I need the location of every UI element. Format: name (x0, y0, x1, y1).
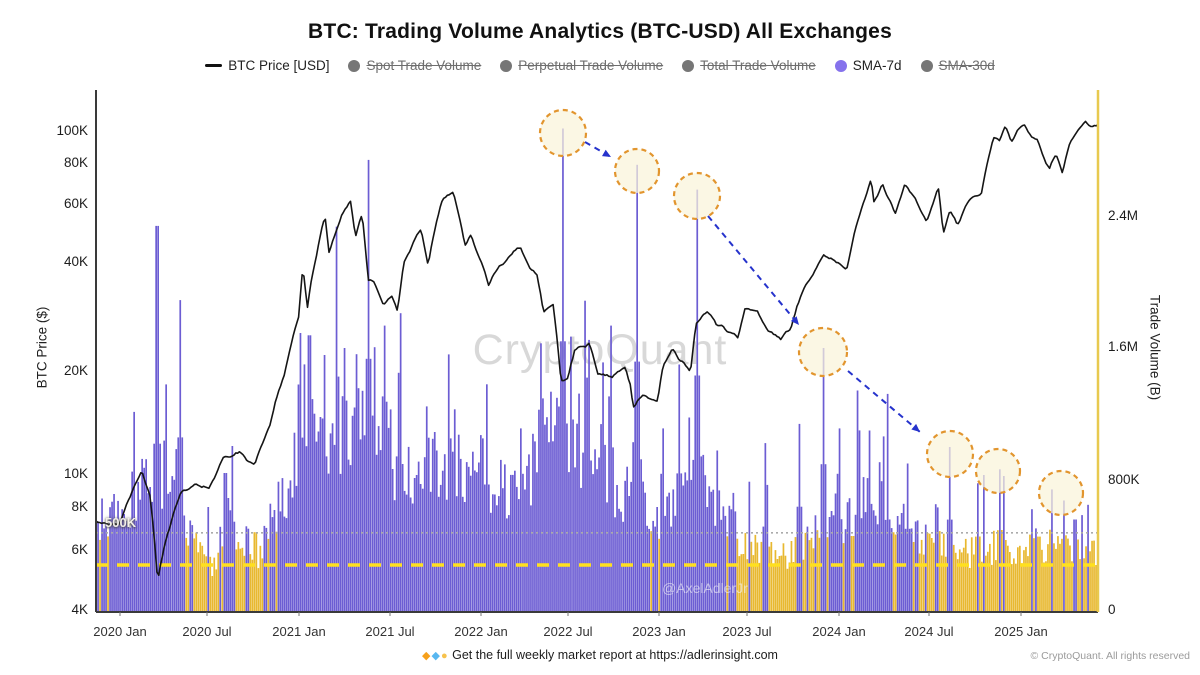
trend-arrow-1 (602, 149, 611, 157)
legend-item-sma-7d[interactable]: SMA-7d (834, 58, 902, 73)
legend-item-perpetual-volume[interactable]: Perpetual Trade Volume (500, 58, 663, 73)
y-tick-label-left: 80K (63, 155, 88, 170)
highlight-circle-1 (538, 108, 588, 158)
legend-label: BTC Price [USD] (228, 58, 330, 73)
series-dot-icon (682, 59, 695, 72)
trend-arrow-3 (911, 423, 920, 432)
threshold-500k-label: 500K (105, 515, 137, 530)
x-tick-label: 2020 Jan (93, 624, 147, 639)
raising-hands-icon: ● (440, 650, 448, 662)
y-tick-label-left: 4K (71, 602, 88, 617)
footer-text: Get the full weekly market report at htt… (452, 648, 778, 662)
footer-report-link[interactable]: ◆◆● Get the full weekly market report at… (0, 648, 1200, 662)
x-tick-label: 2024 Jul (904, 624, 954, 639)
legend-item-sma-30d[interactable]: SMA-30d (920, 58, 995, 73)
legend-label: Total Trade Volume (700, 58, 816, 73)
legend-item-btc-price[interactable]: BTC Price [USD] (205, 58, 329, 73)
x-tick-label: 2022 Jul (543, 624, 593, 639)
blue-gem-icon: ◆ (431, 650, 440, 662)
cryptoquant-watermark: CryptoQuant (472, 326, 728, 374)
legend-item-spot-volume[interactable]: Spot Trade Volume (348, 58, 481, 73)
y-axis-left-title: BTC Price ($) (34, 306, 50, 389)
highlight-circle-2 (613, 147, 661, 195)
x-tick-label: 2022 Jan (454, 624, 508, 639)
y-tick-label-left: 10K (63, 466, 88, 481)
x-tick-label: 2023 Jan (632, 624, 686, 639)
legend-label: Spot Trade Volume (366, 58, 482, 73)
x-tick-label: 2021 Jan (272, 624, 326, 639)
legend-item-total-volume[interactable]: Total Trade Volume (682, 58, 816, 73)
legend-label: SMA-30d (938, 58, 995, 73)
series-dot-icon (500, 59, 513, 72)
series-dot-icon (834, 59, 847, 72)
y-tick-label-right: 2.4M (1108, 208, 1139, 223)
y-tick-label-right: 800K (1108, 472, 1140, 487)
price-line-icon (205, 64, 223, 67)
y-tick-label-right: 0 (1108, 602, 1116, 617)
y-tick-label-left: 40K (63, 254, 88, 269)
legend-label: SMA-7d (852, 58, 902, 73)
y-tick-label-left: 60K (63, 196, 88, 211)
y-tick-label-left: 100K (56, 123, 88, 138)
x-tick-label: 2021 Jul (365, 624, 415, 639)
y-tick-label-left: 8K (71, 499, 88, 514)
legend: BTC Price [USD] Spot Trade Volume Perpet… (0, 58, 1200, 73)
highlight-circle-3 (672, 171, 722, 221)
legend-label: Perpetual Trade Volume (518, 58, 664, 73)
orange-diamond-icon: ◆ (422, 650, 431, 662)
x-tick-label: 2025 Jan (994, 624, 1048, 639)
y-tick-label-left: 6K (71, 542, 88, 557)
x-tick-label: 2020 Jul (182, 624, 232, 639)
highlight-circle-4 (797, 326, 849, 378)
series-dot-icon (920, 59, 933, 72)
y-tick-label-right: 1.6M (1108, 339, 1139, 354)
author-watermark: @AxelAdlerJr (662, 580, 748, 596)
x-tick-label: 2024 Jan (812, 624, 866, 639)
copyright-notice: © CryptoQuant. All rights reserved (1030, 650, 1190, 662)
y-tick-label-left: 20K (63, 363, 88, 378)
x-tick-label: 2023 Jul (722, 624, 772, 639)
series-dot-icon (348, 59, 361, 72)
page-title: BTC: Trading Volume Analytics (BTC-USD) … (308, 20, 892, 43)
trend-arrow-2 (790, 316, 799, 325)
highlight-circle-5 (925, 429, 975, 479)
highlight-circle-7 (1037, 469, 1085, 517)
highlight-circle-6 (974, 447, 1022, 495)
